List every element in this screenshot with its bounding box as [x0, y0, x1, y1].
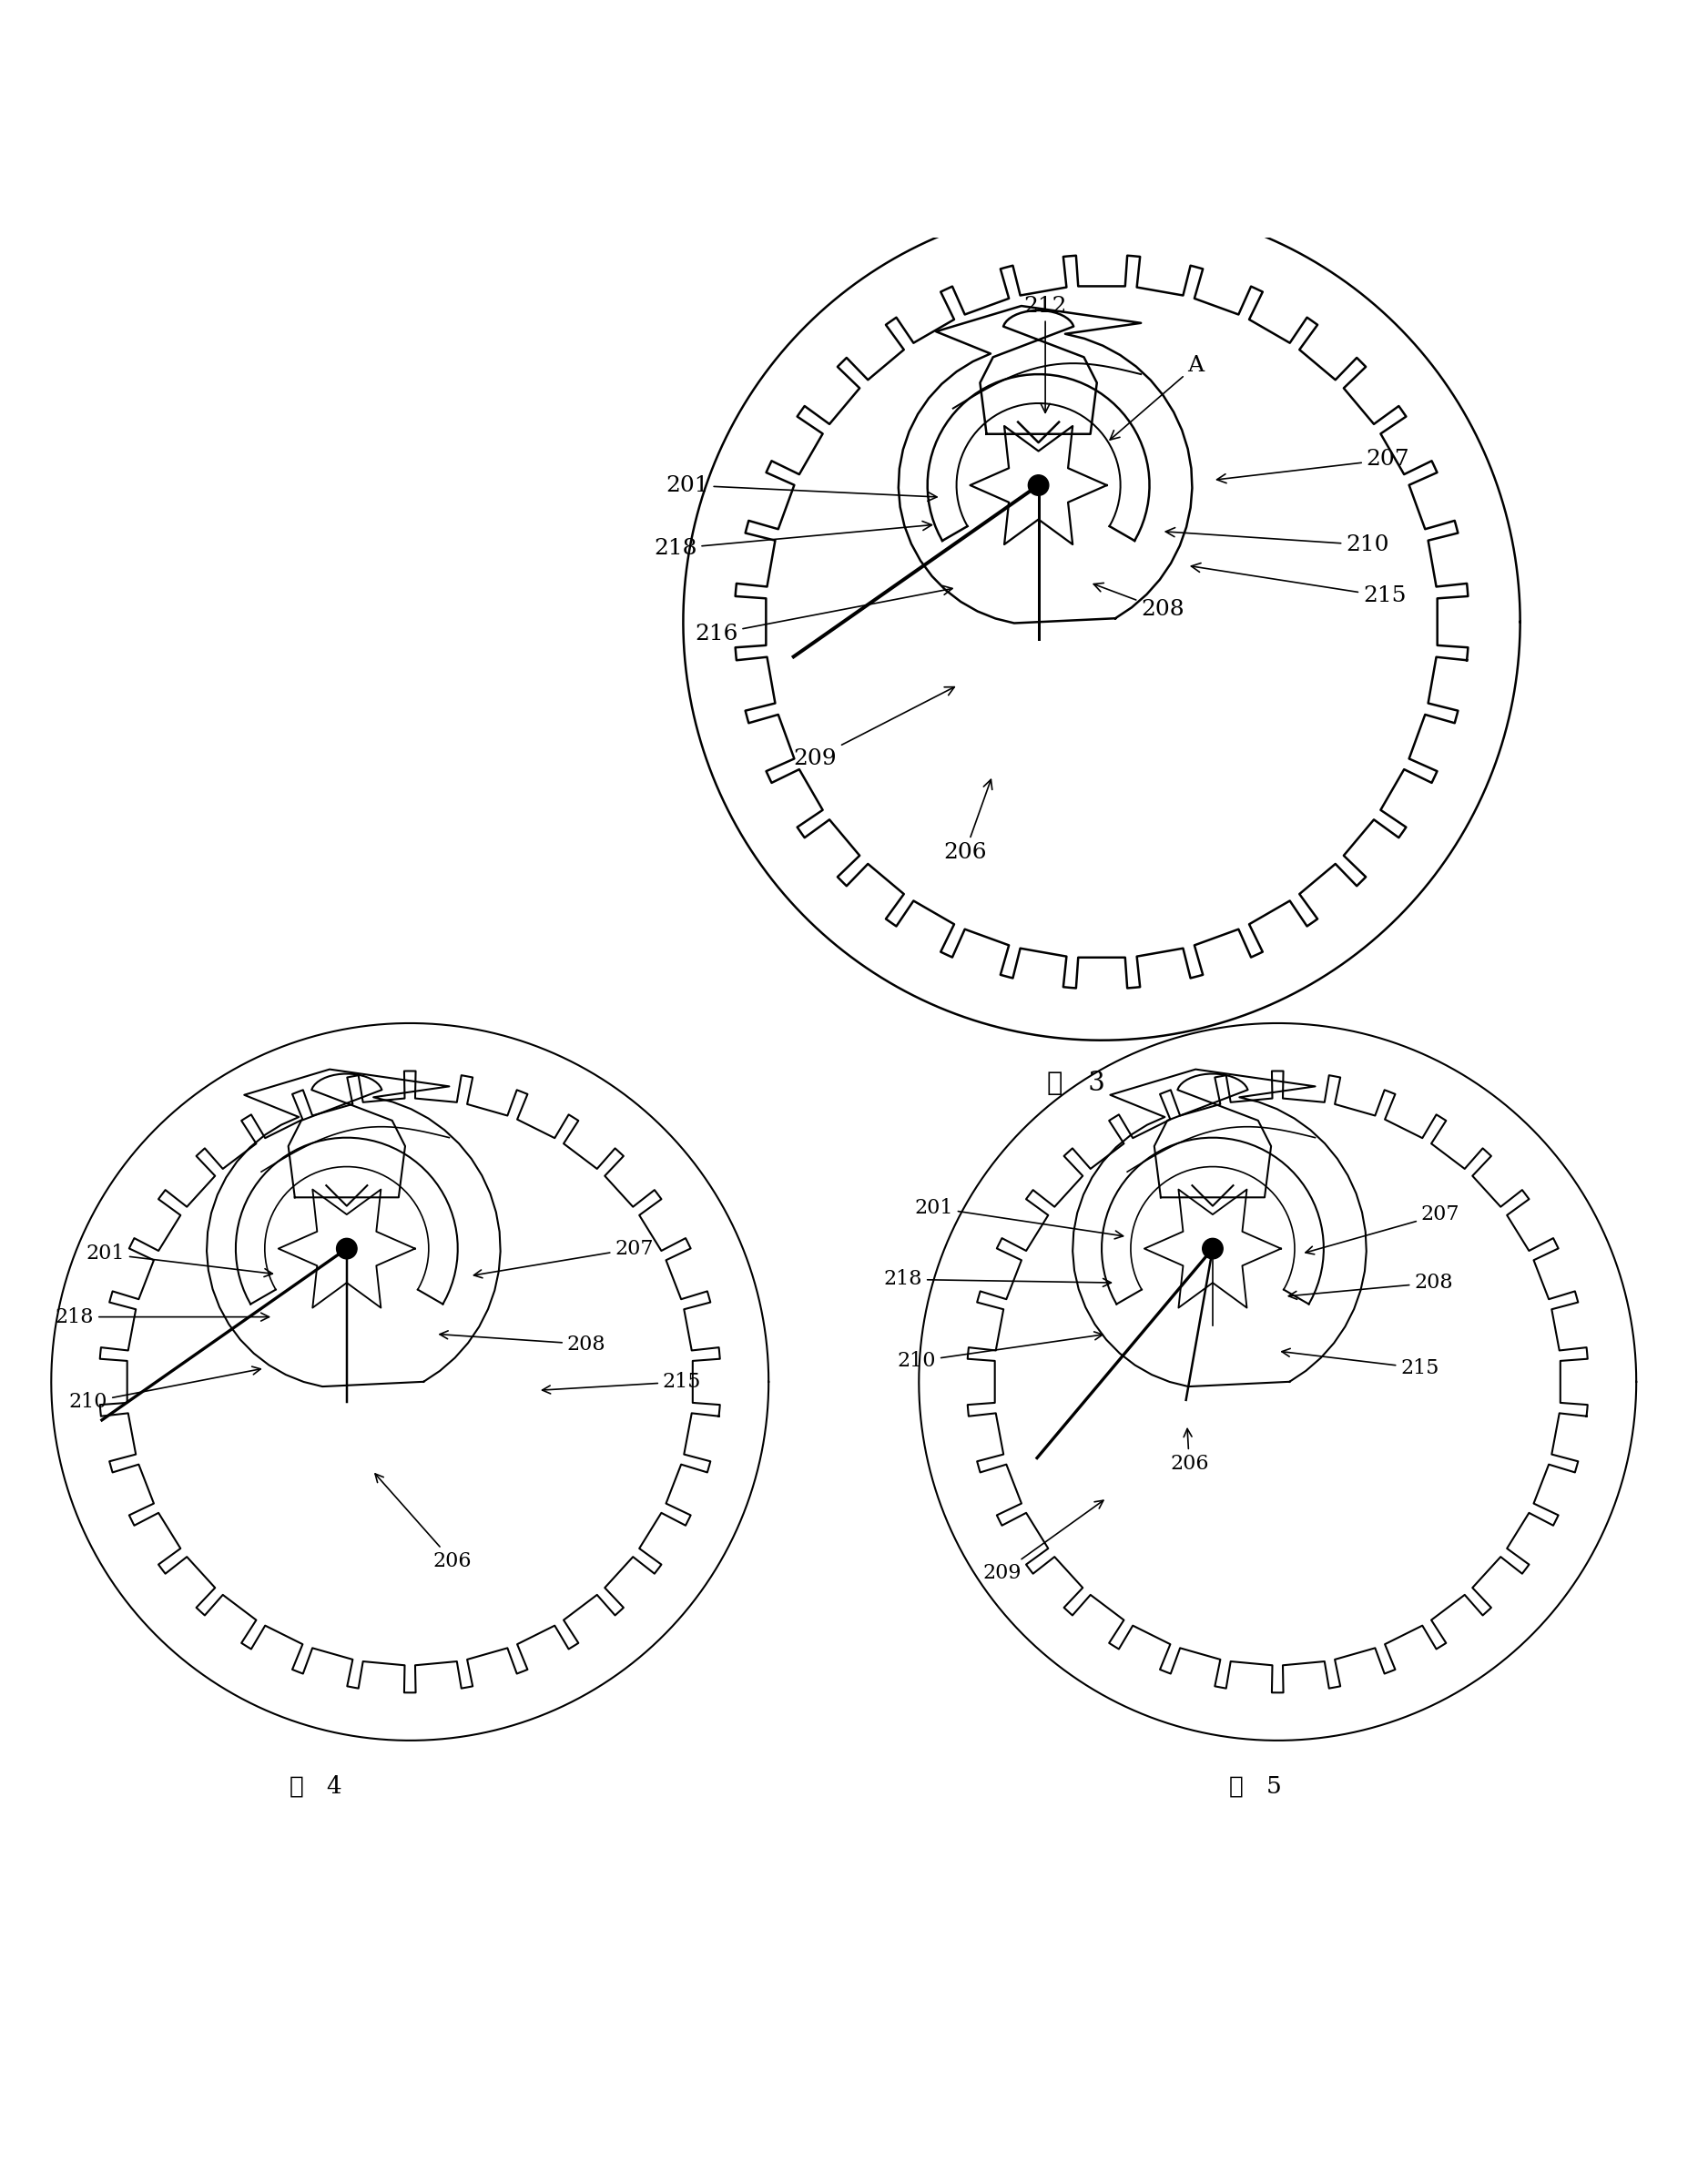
Text: 209: 209: [982, 1500, 1103, 1583]
Text: 207: 207: [1216, 450, 1409, 482]
Text: 201: 201: [914, 1198, 1124, 1238]
Text: 207: 207: [473, 1238, 654, 1277]
Text: A: A: [1110, 356, 1204, 439]
Text: 206: 206: [1170, 1428, 1209, 1474]
Text: 215: 215: [1281, 1349, 1440, 1377]
Text: 215: 215: [1190, 563, 1406, 607]
Text: 218: 218: [883, 1268, 1112, 1290]
Text: 218: 218: [55, 1308, 270, 1327]
Text: 209: 209: [794, 688, 955, 768]
Text: 208: 208: [1288, 1273, 1454, 1299]
Text: 208: 208: [439, 1332, 606, 1353]
Circle shape: [1028, 476, 1049, 496]
Text: 206: 206: [943, 779, 992, 862]
Circle shape: [1202, 1238, 1223, 1260]
Text: 208: 208: [1093, 583, 1184, 620]
Text: 图   4: 图 4: [290, 1775, 342, 1799]
Text: 216: 216: [695, 585, 953, 644]
Text: 图   3: 图 3: [1047, 1070, 1105, 1096]
Text: 206: 206: [376, 1474, 471, 1572]
Text: 218: 218: [654, 522, 933, 559]
Text: 207: 207: [1305, 1205, 1460, 1255]
Text: 201: 201: [666, 474, 938, 502]
Circle shape: [336, 1238, 357, 1260]
Text: 图   5: 图 5: [1230, 1775, 1281, 1799]
Text: 215: 215: [541, 1371, 702, 1393]
Text: 210: 210: [68, 1367, 261, 1412]
Text: 210: 210: [1165, 528, 1389, 554]
Text: 210: 210: [897, 1332, 1103, 1371]
Text: 212: 212: [1023, 295, 1068, 413]
Text: 201: 201: [85, 1244, 273, 1277]
